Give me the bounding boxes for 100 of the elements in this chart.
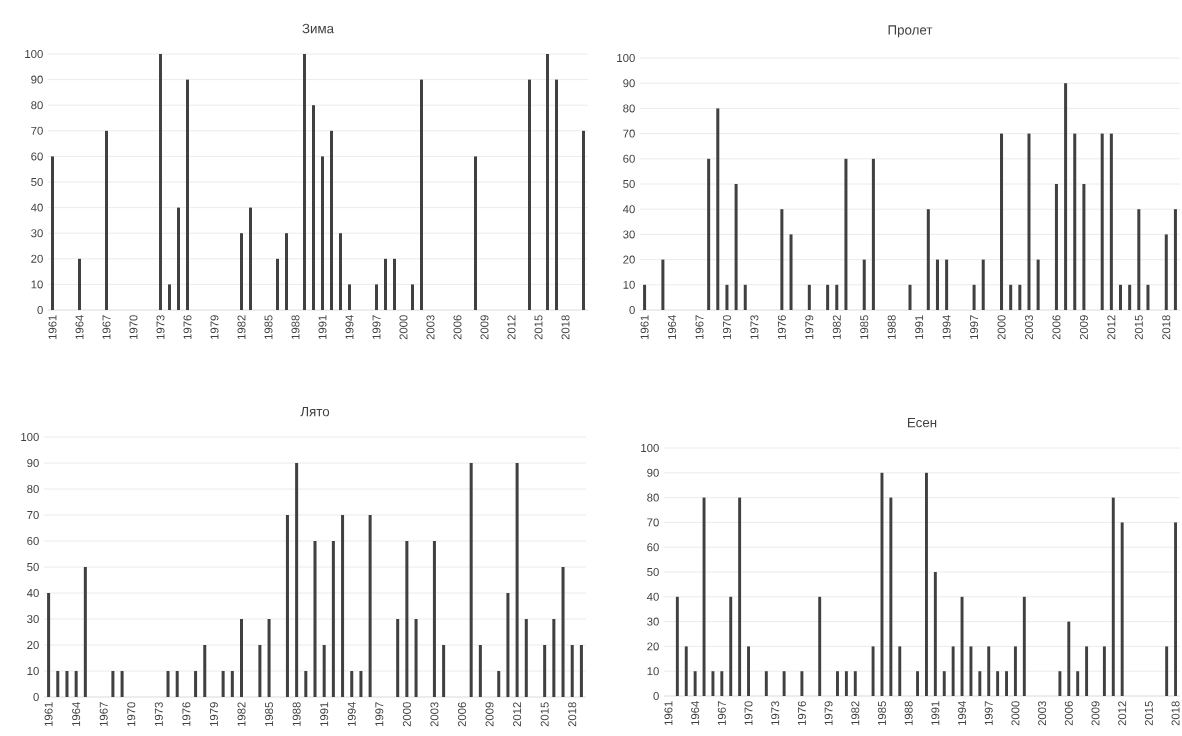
bar	[972, 284, 976, 311]
bar	[65, 671, 69, 698]
bar	[105, 130, 108, 311]
y-tick-label: 90	[623, 79, 635, 88]
x-tick-label: 1976	[182, 702, 191, 727]
y-tick-label: 20	[31, 254, 43, 263]
x-tick-label: 1961	[48, 315, 57, 340]
bar	[321, 156, 324, 311]
bar	[780, 209, 784, 311]
bar	[942, 671, 946, 697]
bar	[339, 233, 342, 311]
x-tick-label: 1982	[237, 315, 246, 340]
bar	[1119, 284, 1123, 311]
bar	[249, 207, 252, 311]
x-tick-label: 1982	[237, 702, 246, 727]
x-tick-label: 1988	[291, 315, 300, 340]
x-tick-label: 1994	[942, 315, 951, 340]
bar	[711, 671, 715, 697]
chart-title: Есен	[908, 417, 937, 428]
bar	[375, 284, 378, 311]
bar	[747, 646, 750, 697]
chart-title: Пролет	[888, 25, 933, 38]
bar	[978, 671, 982, 697]
bar	[1064, 83, 1068, 311]
bar	[1067, 621, 1071, 697]
x-tick-label: 1967	[99, 702, 108, 727]
bar	[411, 284, 414, 311]
bar	[203, 645, 207, 698]
bar	[267, 619, 271, 698]
bar	[1022, 596, 1026, 697]
y-tick-label: 0	[33, 693, 39, 702]
bar	[1005, 671, 1008, 697]
bar	[844, 158, 848, 311]
y-tick-label: 100	[25, 50, 43, 59]
y-tick-label: 20	[27, 641, 39, 650]
bar	[716, 108, 720, 311]
bar	[405, 541, 409, 698]
bar	[582, 130, 585, 311]
bar	[543, 645, 547, 698]
bar	[1073, 133, 1077, 311]
bar	[442, 645, 446, 698]
bar	[908, 284, 912, 311]
x-tick-label: 1991	[320, 702, 329, 727]
bar	[707, 158, 711, 311]
x-tick-label: 2015	[1134, 315, 1143, 340]
bar	[312, 105, 315, 311]
bar	[1058, 671, 1062, 697]
bar	[725, 284, 729, 311]
bar	[313, 541, 317, 698]
x-tick-label: 2003	[1024, 315, 1033, 340]
bar	[570, 645, 574, 698]
x-tick-label: 1988	[292, 702, 301, 727]
bar	[924, 472, 928, 697]
x-tick-label: 2003	[430, 702, 439, 727]
x-tick-label: 1985	[877, 701, 886, 726]
bar	[506, 593, 510, 698]
y-tick-label: 90	[27, 459, 39, 468]
bar	[743, 284, 747, 311]
y-tick-label: 10	[623, 280, 635, 289]
y-tick-label: 100	[21, 433, 39, 442]
bar	[350, 671, 354, 698]
bar	[474, 156, 477, 311]
x-tick-label: 1967	[102, 315, 111, 340]
y-tick-label: 30	[31, 229, 43, 238]
bar	[702, 497, 706, 697]
x-tick-label: 2000	[997, 315, 1006, 340]
bar	[1109, 133, 1113, 311]
bar	[1137, 209, 1141, 311]
bar	[478, 645, 482, 698]
bar	[111, 671, 115, 698]
bar	[1085, 646, 1089, 697]
bar	[74, 671, 78, 698]
y-tick-label: 100	[617, 54, 635, 63]
bar	[331, 541, 335, 698]
y-tick-label: 80	[623, 104, 635, 113]
bar	[497, 671, 501, 698]
x-tick-label: 1994	[345, 315, 354, 340]
bar	[693, 671, 697, 697]
bar	[800, 671, 804, 697]
y-tick-label: 30	[647, 617, 659, 626]
x-tick-label: 1961	[640, 315, 649, 340]
y-tick-label: 10	[647, 667, 659, 676]
bar	[889, 497, 893, 697]
x-tick-label: 1997	[375, 702, 384, 727]
bar	[414, 619, 418, 698]
bar	[720, 671, 724, 697]
x-tick-label: 1964	[691, 701, 700, 726]
bar	[916, 671, 920, 697]
bar	[322, 645, 326, 698]
y-tick-label: 20	[623, 255, 635, 264]
x-tick-label: 1994	[347, 702, 356, 727]
bar	[555, 79, 558, 311]
bar	[1036, 259, 1040, 311]
bar	[836, 671, 839, 697]
bar	[951, 646, 955, 697]
bar	[1102, 646, 1106, 697]
x-tick-label: 2006	[1052, 315, 1061, 340]
x-tick-label: 1994	[958, 701, 967, 726]
x-tick-label: 2003	[1038, 701, 1047, 726]
bar	[898, 646, 902, 697]
